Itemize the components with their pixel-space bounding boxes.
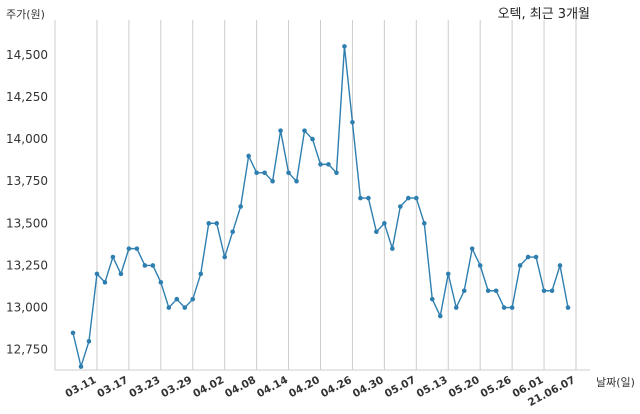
y-tick-label: 12,750	[6, 343, 48, 357]
data-point	[190, 296, 196, 302]
x-tick-labels: 03.1103.1703.2303.2904.0204.0804.1404.20…	[63, 374, 577, 409]
x-tick-label: 04.20	[287, 374, 322, 400]
data-point	[398, 204, 403, 209]
y-tick-label: 14,000	[6, 132, 48, 146]
data-point	[501, 305, 507, 310]
data-point	[374, 229, 379, 235]
data-point	[334, 170, 339, 176]
data-point	[302, 128, 307, 133]
data-point	[118, 271, 124, 277]
data-point	[70, 330, 76, 336]
y-tick-label: 14,500	[6, 48, 48, 62]
data-point	[158, 280, 164, 285]
data-point	[78, 364, 84, 369]
y-tick-label: 13,000	[6, 301, 48, 315]
data-point	[150, 263, 156, 268]
data-point	[286, 170, 291, 176]
data-point	[182, 305, 188, 310]
data-point	[517, 263, 523, 268]
x-tick-label: 04.02	[191, 374, 226, 400]
y-tick-labels: 12,750 13,000 13,250 13,500 13,750 14,000 14,2…	[6, 48, 48, 357]
data-point	[461, 288, 467, 294]
data-point	[294, 178, 299, 184]
data-point	[390, 246, 395, 251]
data-point	[174, 296, 180, 302]
y-tick-label: 13,500	[6, 216, 48, 230]
grid-lines	[96, 20, 577, 370]
data-point	[493, 288, 499, 294]
data-point	[198, 271, 204, 277]
data-point	[214, 221, 220, 226]
data-point	[342, 44, 347, 49]
data-point	[278, 128, 283, 133]
data-point	[142, 263, 148, 268]
x-tick-label: 04.26	[319, 374, 354, 400]
chart-title: 오텍, 최근 3개월	[498, 7, 590, 22]
data-point	[557, 263, 563, 268]
y-tick-label: 13,250	[6, 258, 48, 272]
data-point	[262, 170, 267, 176]
x-axis-label: 날짜(일)	[596, 375, 635, 389]
series-group	[70, 44, 571, 369]
data-point	[541, 288, 547, 294]
data-point	[350, 119, 355, 125]
data-point	[429, 296, 435, 302]
data-point	[238, 204, 243, 209]
data-point	[86, 339, 92, 344]
data-point	[246, 153, 251, 159]
data-point	[565, 305, 571, 310]
x-tick-label: 05.20	[447, 374, 482, 400]
y-tick-label: 13,750	[6, 174, 48, 188]
data-point	[102, 280, 108, 285]
data-point	[134, 246, 140, 251]
data-point	[437, 313, 443, 319]
x-tick-label: 04.08	[223, 374, 258, 400]
x-tick-label: 03.11	[63, 374, 98, 400]
x-tick-label: 03.29	[159, 374, 194, 400]
x-tick-label: 03.23	[127, 374, 162, 400]
data-point	[445, 271, 451, 277]
data-point	[94, 271, 100, 277]
data-point	[453, 305, 459, 310]
x-tick-label: 04.30	[351, 374, 386, 400]
x-tick-label: 03.17	[95, 374, 130, 400]
data-point	[525, 254, 531, 260]
y-tick-label: 14,250	[6, 90, 48, 104]
data-point	[222, 254, 227, 260]
data-point	[421, 221, 427, 226]
data-point	[310, 136, 315, 142]
data-point	[206, 221, 212, 226]
data-point	[254, 170, 259, 176]
x-tick-label: 04.14	[255, 374, 290, 400]
x-tick-label: 05.07	[383, 374, 418, 400]
data-point	[469, 246, 475, 251]
data-point	[230, 229, 235, 235]
data-point	[326, 162, 331, 167]
data-point	[477, 263, 483, 268]
data-point	[318, 162, 323, 167]
data-point	[533, 254, 539, 260]
data-point	[406, 195, 411, 201]
data-point	[166, 305, 172, 310]
x-tick-label: 05.13	[415, 374, 450, 400]
data-point	[110, 254, 116, 260]
y-axis-label: 주가(원)	[6, 8, 45, 21]
x-tick-label: 05.26	[479, 374, 514, 400]
data-point	[126, 246, 132, 251]
data-point	[485, 288, 491, 294]
data-point	[509, 305, 515, 310]
data-point	[549, 288, 555, 294]
data-point	[382, 221, 387, 226]
data-point	[366, 195, 371, 201]
data-point	[414, 195, 419, 201]
data-point	[358, 195, 363, 201]
data-point	[270, 178, 275, 184]
